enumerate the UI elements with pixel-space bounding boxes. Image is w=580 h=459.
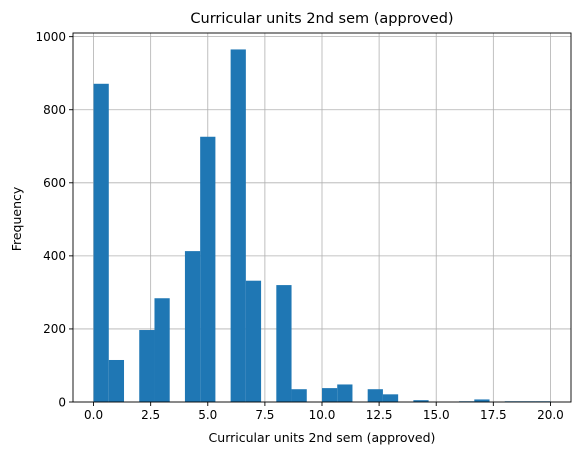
y-tick-label: 0: [58, 395, 66, 409]
x-axis-ticks: 0.0 2.5 5.0 7.5 10.0 12.5 15.0 17.5 20.0: [84, 402, 564, 422]
histogram-bar: [93, 83, 109, 402]
x-tick-label: 5.0: [198, 408, 217, 422]
histogram-bar: [291, 389, 307, 402]
chart-title: Curricular units 2nd sem (approved): [190, 11, 453, 27]
y-tick-label: 800: [43, 103, 66, 117]
histogram-bar: [367, 389, 383, 402]
histogram-bar: [382, 394, 399, 402]
y-tick-label: 200: [43, 322, 66, 336]
histogram-bar: [474, 399, 490, 402]
histogram-bar: [337, 384, 353, 402]
y-tick-label: 400: [43, 249, 66, 263]
histogram-bar: [322, 388, 338, 402]
y-tick-label: 1000: [35, 30, 66, 44]
histogram-bar: [200, 136, 216, 402]
histogram-bar: [139, 330, 155, 402]
x-tick-label: 20.0: [537, 408, 564, 422]
histogram-bar: [276, 285, 292, 402]
y-axis-label: Frequency: [9, 186, 24, 251]
histogram-bar: [154, 298, 170, 402]
x-tick-label: 0.0: [84, 408, 103, 422]
x-tick-label: 15.0: [423, 408, 450, 422]
x-axis-label: Curricular units 2nd sem (approved): [209, 430, 436, 445]
x-tick-label: 12.5: [366, 408, 393, 422]
y-tick-label: 600: [43, 176, 66, 190]
x-tick-label: 2.5: [141, 408, 160, 422]
histogram-bars: [93, 49, 551, 403]
histogram-bar: [413, 400, 429, 402]
histogram-bar: [245, 280, 262, 402]
histogram-bar: [108, 359, 125, 402]
histogram-bar: [230, 49, 246, 403]
x-tick-label: 17.5: [480, 408, 507, 422]
y-axis-ticks: 0 200 400 600 800 1000: [35, 30, 73, 409]
x-tick-label: 10.0: [309, 408, 336, 422]
histogram-bar: [184, 251, 201, 402]
x-tick-label: 7.5: [255, 408, 274, 422]
